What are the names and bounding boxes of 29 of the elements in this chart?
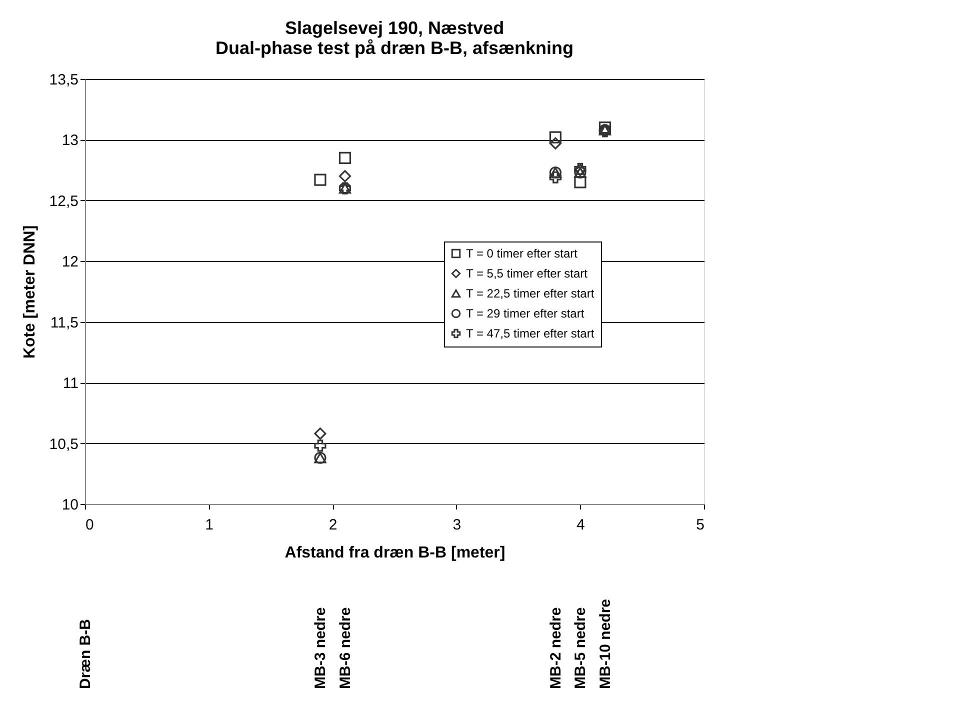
text: Slagelsevej 190, Næstved: [284, 18, 504, 38]
text: MB-6 nedre: [336, 607, 354, 689]
x-tick-label: 1: [205, 516, 214, 534]
x-axis-title: Afstand fra dræn B-B [meter]: [284, 544, 506, 562]
y-tick-label: 13,5: [49, 72, 78, 88]
x-tick-label: 0: [86, 516, 94, 534]
text: Dræn B-B: [77, 618, 94, 689]
x-tick-label: 2: [328, 516, 338, 534]
x-tick-label: 3: [452, 516, 462, 534]
y-tick-label: 12: [62, 254, 78, 271]
y-tick-label: 11,5: [50, 314, 78, 332]
legend-label: T = 47,5 timer efter start: [466, 326, 595, 340]
y-tick-label: 10,5: [49, 436, 78, 453]
legend-label: T = 0 timer efter start: [466, 246, 578, 260]
y-tick-label: 13: [62, 132, 78, 150]
legend-label: T = 29 timer efter start: [466, 306, 585, 320]
text: MB-10 nedre: [596, 598, 614, 689]
y-tick-label: 12,5: [49, 192, 78, 210]
text: MB-3 nedre: [312, 607, 330, 689]
x-tick-label: 5: [696, 516, 704, 534]
x-tick-label: 4: [576, 516, 585, 534]
y-axis-title: Kote [meter DNN]: [21, 225, 38, 359]
text: MB-2 nedre: [547, 607, 564, 689]
y-tick-label: 11: [62, 375, 78, 392]
legend-label: T = 22,5 timer efter start: [466, 286, 595, 300]
y-tick-label: 10: [62, 496, 78, 514]
text: Dual-phase test på dræn B-B, afsænkning: [215, 38, 574, 58]
legend-label: T = 5,5 timer efter start: [466, 266, 588, 280]
text: MB-5 nedre: [572, 607, 590, 689]
